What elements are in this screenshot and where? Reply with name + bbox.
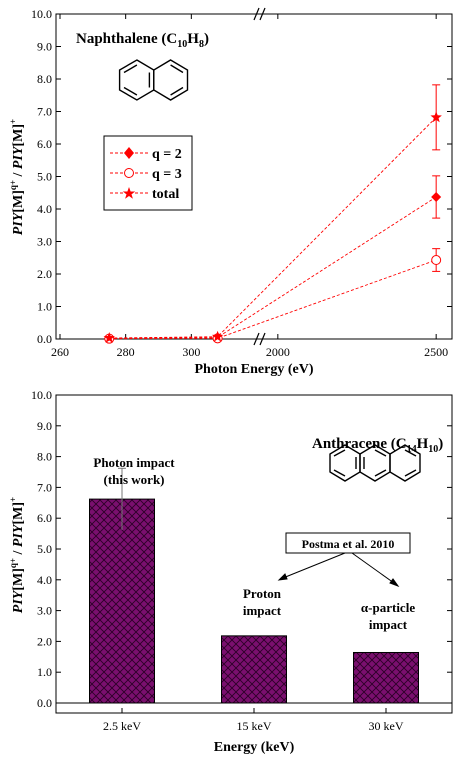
bottom-y-tick-label: 0.0 xyxy=(37,696,52,710)
top-x-tick-label: 2000 xyxy=(266,345,290,359)
annotation-proton-line1: Proton xyxy=(243,586,282,601)
annotation-proton-line2: impact xyxy=(243,603,282,618)
series-line-2 xyxy=(109,117,437,339)
legend-marker-total xyxy=(122,187,136,199)
top-y-tick-label: 1.0 xyxy=(37,300,52,314)
bottom-y-axis: 0.0 1.0 2.0 3.0 4.0 5.0 6.0 7.0 8.0 9.0 10.0 xyxy=(31,388,452,710)
top-y-tick-label: 4.0 xyxy=(37,202,52,216)
bottom-y-tick-label: 5.0 xyxy=(37,542,52,556)
bottom-y-tick-label: 8.0 xyxy=(37,450,52,464)
annotation-alpha-line2: impact xyxy=(369,617,408,632)
top-y-tick-label: 3.0 xyxy=(37,235,52,249)
bottom-y-tick-label: 7.0 xyxy=(37,480,52,494)
bottom-x-tick-label: 2.5 keV xyxy=(103,719,141,733)
bottom-y-tick-label: 1.0 xyxy=(37,665,52,679)
top-y-axis-label: PIY[M]q+ / PIY[M]+ xyxy=(8,119,26,235)
top-series-group xyxy=(103,84,442,344)
top-y-tick-label: 6.0 xyxy=(37,137,52,151)
top-x-tick-label: 300 xyxy=(182,345,200,359)
legend-marker-q3 xyxy=(124,168,134,178)
postma-arrows xyxy=(277,552,400,588)
series-line-1 xyxy=(109,259,437,340)
data-point-total xyxy=(430,111,442,123)
annotation-postma: Postma et al. 2010 xyxy=(302,537,395,551)
bar-15-kev xyxy=(221,635,287,704)
top-y-tick-label: 9.0 xyxy=(37,40,52,54)
bottom-x-tick-label: 15 keV xyxy=(237,719,272,733)
bar-30-kev xyxy=(353,651,419,704)
top-x-tick-label: 280 xyxy=(117,345,135,359)
bottom-y-tick-label: 2.0 xyxy=(37,634,52,648)
top-y-tick-label: 7.0 xyxy=(37,105,52,119)
bottom-y-axis-label: PIY[M]q+ / PIY[M]+ xyxy=(8,497,26,613)
top-y-tick-label: 2.0 xyxy=(37,267,52,281)
legend-label-q3: q = 3 xyxy=(152,167,182,182)
data-point-q3 xyxy=(431,255,442,266)
top-x-axis-label: Photon Energy (eV) xyxy=(195,362,314,377)
top-axis-break-marks xyxy=(253,7,266,346)
data-point-q2 xyxy=(431,191,442,202)
legend-label-total: total xyxy=(152,187,179,202)
annotation-photon-impact: Photon impact xyxy=(93,455,175,470)
top-x-tick-label: 2500 xyxy=(424,345,448,359)
top-y-tick-label: 5.0 xyxy=(37,170,52,184)
bottom-y-tick-label: 9.0 xyxy=(37,419,52,433)
bottom-x-axis: 2.5 keV 15 keV 30 keV xyxy=(103,708,404,733)
top-x-tick-label: 260 xyxy=(51,345,69,359)
postma-label-box xyxy=(285,532,411,554)
anthracene-molecule-structure xyxy=(329,444,421,482)
naphthalene-chart: Naphthalene (C10H8) 0.0 1.0 2.0 3.0 4.0 5.0 6.… xyxy=(8,7,453,377)
legend-marker-q2 xyxy=(124,147,134,159)
naphthalene-molecule-structure xyxy=(118,59,189,101)
annotation-alpha-line1: α-particle xyxy=(361,600,415,615)
data-point-total xyxy=(103,332,115,343)
data-point-total xyxy=(211,330,224,342)
bottom-bars-group xyxy=(56,467,452,704)
bottom-y-tick-label: 6.0 xyxy=(37,511,52,525)
top-y-tick-label: 8.0 xyxy=(37,72,52,86)
bottom-x-tick-label: 30 keV xyxy=(369,719,404,733)
bottom-x-axis-label: Energy (keV) xyxy=(214,740,295,755)
top-legend: q = 2 q = 3 total xyxy=(103,135,193,211)
top-y-tick-label: 0.0 xyxy=(37,332,52,346)
anthracene-chart: Anthracene (C14H10) 0.01.02.03.04.05.06.… xyxy=(8,388,453,755)
annotation-this-work: (this work) xyxy=(103,472,164,487)
top-chart-title: Naphthalene (C10H8) xyxy=(76,31,209,50)
bottom-y-tick-label: 3.0 xyxy=(37,604,52,618)
legend-label-q2: q = 2 xyxy=(152,147,182,162)
top-x-axis: 260 280 300 2000 2500 xyxy=(51,14,448,359)
bottom-y-tick-label: 4.0 xyxy=(37,573,52,587)
bar-2.5-kev xyxy=(89,498,155,704)
top-y-tick-label: 10.0 xyxy=(31,7,52,21)
top-y-axis: 0.0 1.0 2.0 3.0 4.0 5.0 6.0 7.0 8.0 9.0 10.0 xyxy=(31,7,452,346)
bottom-y-tick-label: 10.0 xyxy=(31,388,52,402)
series-line-0 xyxy=(109,196,437,339)
